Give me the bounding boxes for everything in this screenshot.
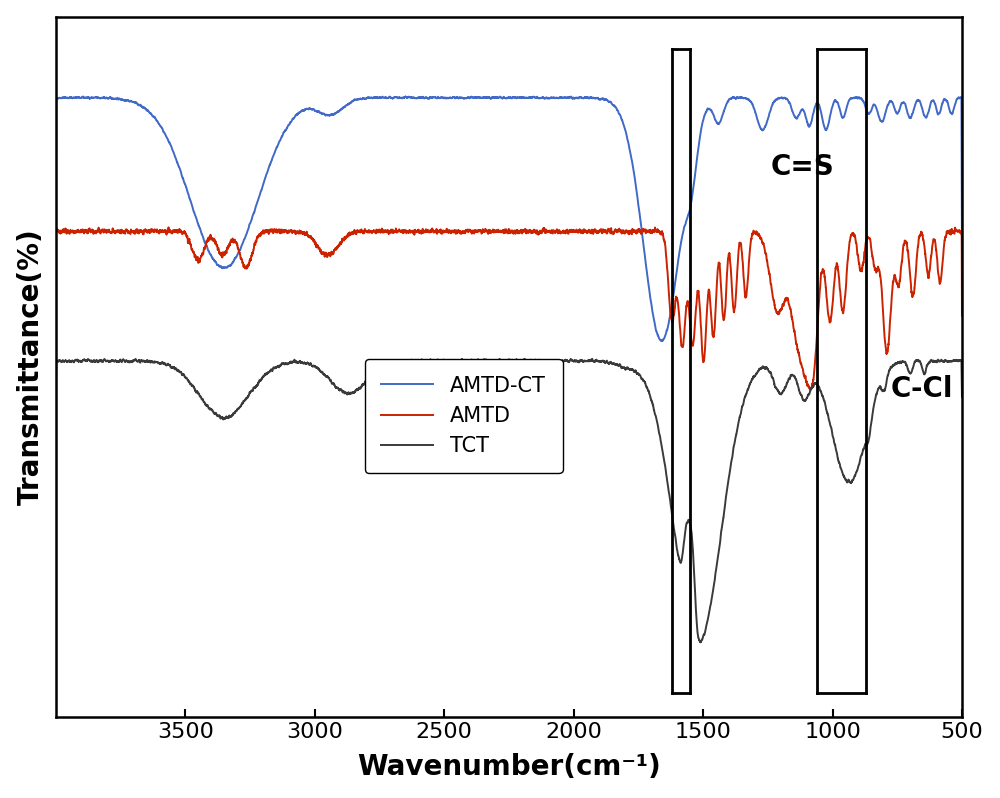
TCT <box>797 395 809 405</box>
Bar <box>672 49 690 693</box>
AMTD-CT <box>797 105 809 115</box>
TCT <box>444 357 456 366</box>
TCT <box>174 367 186 377</box>
AMTD <box>390 225 402 235</box>
AMTD-CT <box>175 166 187 176</box>
AMTD-CT <box>956 246 968 255</box>
X-axis label: Wavenumber(cm⁻¹): Wavenumber(cm⁻¹) <box>357 753 661 781</box>
AMTD-CT <box>748 104 760 113</box>
Legend: AMTD-CT, AMTD, TCT: AMTD-CT, AMTD, TCT <box>365 359 563 473</box>
AMTD <box>444 227 456 236</box>
TCT <box>748 372 760 381</box>
AMTD-CT <box>656 336 668 346</box>
AMTD <box>956 311 968 321</box>
AMTD-CT <box>77 92 89 101</box>
AMTD-CT <box>50 246 62 255</box>
Y-axis label: Transmittance(%): Transmittance(%) <box>17 229 45 505</box>
Text: C=S: C=S <box>770 152 834 180</box>
AMTD <box>797 366 809 376</box>
Line: AMTD: AMTD <box>56 227 962 390</box>
TCT <box>50 391 62 401</box>
AMTD-CT <box>444 93 456 102</box>
AMTD <box>748 227 760 236</box>
AMTD <box>804 385 816 395</box>
Text: C-Cl: C-Cl <box>891 375 953 403</box>
AMTD <box>175 227 187 236</box>
AMTD-CT <box>390 93 402 102</box>
Line: AMTD-CT: AMTD-CT <box>56 97 962 341</box>
Line: TCT: TCT <box>56 359 962 642</box>
Bar <box>817 49 866 693</box>
TCT <box>694 638 706 647</box>
TCT <box>390 357 402 366</box>
AMTD <box>163 223 175 232</box>
TCT <box>586 354 598 364</box>
AMTD <box>940 231 952 241</box>
TCT <box>956 392 968 401</box>
AMTD <box>50 311 62 321</box>
TCT <box>940 356 952 365</box>
AMTD-CT <box>940 95 952 105</box>
